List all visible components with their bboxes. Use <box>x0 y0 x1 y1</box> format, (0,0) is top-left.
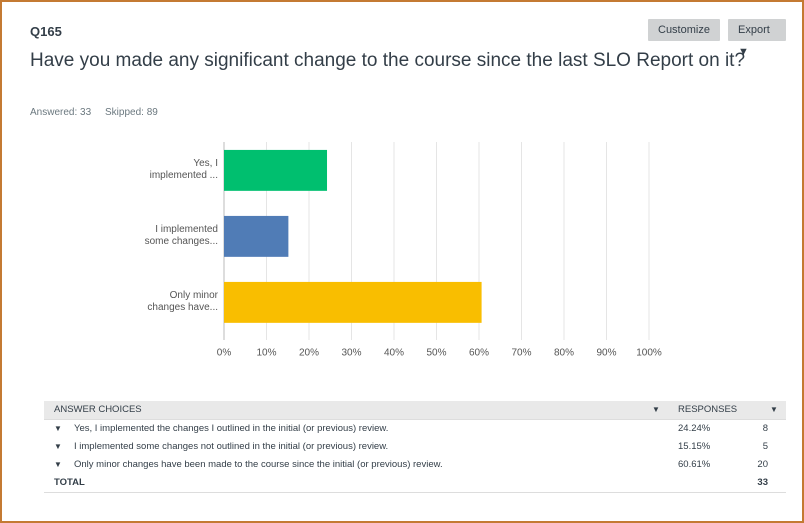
choice-text: Yes, I implemented the changes I outline… <box>74 423 389 434</box>
category-label: I implemented some changes... <box>144 224 218 248</box>
table-row: ▼ Yes, I implemented the changes I outlin… <box>44 420 786 439</box>
percent: 60.61% <box>678 459 711 470</box>
customize-button[interactable]: Customize <box>648 19 720 41</box>
export-button[interactable]: Export ▼ <box>728 19 786 58</box>
table-row: ▼ Only minor changes have been made to th… <box>44 456 786 475</box>
bar <box>224 281 482 323</box>
category-label: Only minor changes have... <box>147 290 218 314</box>
count: 5 <box>762 441 768 452</box>
bar <box>224 215 289 257</box>
answered: Answered: 33 <box>30 107 92 118</box>
skipped: Skipped: 89 <box>105 107 158 118</box>
x-tick-label: 30% <box>341 348 361 359</box>
header-choices: ANSWER CHOICES <box>54 404 142 415</box>
table-row: ▼ I implemented some changes not outlined… <box>44 438 786 457</box>
expand-icon: ▼ <box>54 460 62 469</box>
x-tick-label: 70% <box>511 348 531 359</box>
x-tick-label: 40% <box>384 348 404 359</box>
chart: 0% 10% 20% 30% 40% 50% 60% 70% 80% 90% 100% <box>217 142 662 359</box>
header-responses: RESPONSES <box>678 404 738 415</box>
x-tick-label: 90% <box>596 348 616 359</box>
choice-text: I implemented some changes not outlined … <box>74 441 389 452</box>
expand-icon: ▼ <box>54 424 62 433</box>
percent: 15.15% <box>678 441 711 452</box>
count: 20 <box>757 459 768 470</box>
x-tick-label: 20% <box>299 348 319 359</box>
x-tick-label: 80% <box>554 348 574 359</box>
total-count: 33 <box>757 477 768 488</box>
table-row: TOTAL 33 <box>44 474 786 493</box>
category-label: Yes, I implemented ... <box>149 158 218 182</box>
count: 8 <box>762 423 768 434</box>
sort-icon: ▼ <box>770 405 778 414</box>
export-label: Export <box>738 24 770 36</box>
sort-icon: ▼ <box>652 405 660 414</box>
expand-icon: ▼ <box>54 442 62 451</box>
x-tick-label: 60% <box>469 348 489 359</box>
choice-text: Only minor changes have been made to the… <box>74 459 443 470</box>
x-tick-label: 100% <box>636 348 662 359</box>
question-id: Q165 <box>30 24 62 39</box>
percent: 24.24% <box>678 423 711 434</box>
question-title: Have you made any significant change to … <box>30 50 746 71</box>
bar <box>224 149 328 191</box>
x-tick-label: 0% <box>217 348 232 359</box>
x-tick-label: 50% <box>426 348 446 359</box>
total-label: TOTAL <box>54 477 85 488</box>
x-tick-label: 10% <box>256 348 276 359</box>
table-row: ANSWER CHOICES RESPONSES ▼ ▼ <box>44 401 786 420</box>
